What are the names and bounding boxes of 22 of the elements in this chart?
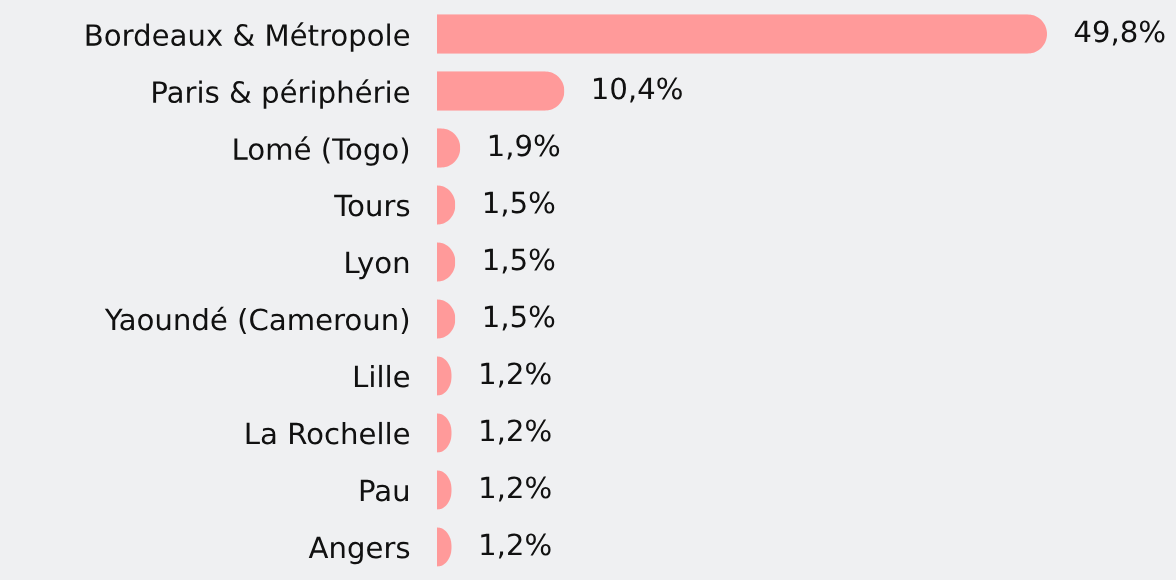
data-label: 1,2% — [481, 362, 551, 388]
data-label: 49,8% — [1074, 20, 1165, 46]
y-tick-label: Lyon — [346, 251, 409, 280]
y-tick-label: Lille — [354, 364, 410, 388]
y-tick-label: La Rochelle — [246, 421, 410, 445]
bar — [437, 71, 565, 111]
data-label: 1,2% — [481, 476, 551, 502]
data-label: 1,5% — [484, 305, 555, 331]
bar — [437, 14, 1047, 54]
data-label: 10,4% — [593, 77, 682, 103]
y-tick-label: Lomé (Togo) — [234, 136, 409, 166]
data-label: 1,5% — [484, 248, 555, 274]
data-label: 1,9% — [489, 134, 560, 160]
y-tick-label: Pau — [360, 479, 408, 502]
y-tick-label: Bordeaux & Métropole — [86, 22, 410, 52]
data-label: 1,2% — [481, 419, 551, 445]
data-label: 1,5% — [484, 191, 555, 217]
y-tick-label: Paris & périphérie — [153, 79, 410, 109]
y-tick-label: Angers — [308, 536, 410, 565]
y-tick-label: Yaoundé (Cameroun) — [104, 306, 409, 334]
y-tick-label: Tours — [334, 194, 410, 217]
data-label: 1,2% — [481, 533, 551, 559]
